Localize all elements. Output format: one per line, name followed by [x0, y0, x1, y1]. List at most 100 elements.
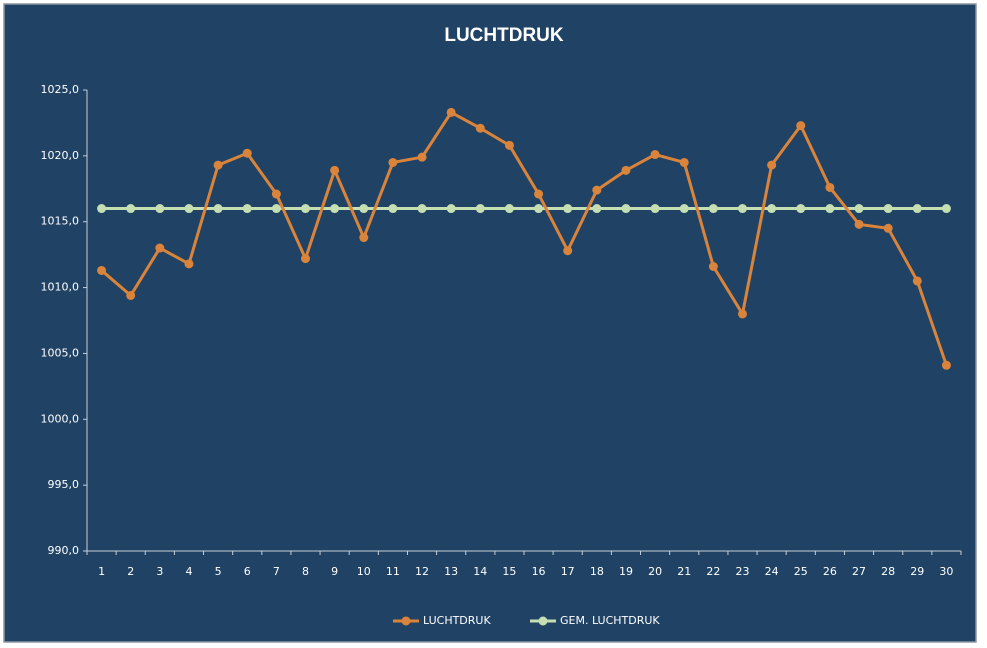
data-point	[97, 265, 107, 275]
data-point	[213, 160, 223, 170]
data-point	[679, 157, 689, 167]
y-tick-label: 995,0	[48, 478, 80, 491]
data-point	[563, 246, 573, 256]
data-point	[242, 204, 252, 214]
x-tick-label: 21	[677, 565, 691, 578]
chart-background	[3, 3, 977, 643]
x-tick-label: 15	[502, 565, 516, 578]
x-tick-label: 29	[910, 565, 924, 578]
x-tick-label: 19	[619, 565, 633, 578]
x-tick-label: 18	[590, 565, 604, 578]
data-point	[301, 254, 310, 264]
data-point	[388, 204, 398, 214]
data-point	[912, 276, 922, 286]
data-point	[534, 204, 544, 214]
data-point	[767, 204, 777, 214]
x-tick-label: 25	[794, 565, 808, 578]
data-point	[650, 150, 660, 160]
data-point	[446, 204, 456, 214]
data-point	[475, 204, 485, 214]
x-tick-label: 30	[939, 565, 953, 578]
x-tick-label: 14	[473, 565, 487, 578]
data-point	[825, 204, 835, 214]
y-tick-label: 1025,0	[41, 83, 80, 96]
data-point	[504, 140, 514, 150]
data-point	[679, 204, 689, 214]
x-tick-label: 5	[215, 565, 222, 578]
data-point	[941, 360, 951, 370]
x-tick-label: 7	[273, 565, 280, 578]
data-point	[359, 233, 369, 243]
chart-title: LUCHTDRUK	[444, 25, 564, 46]
data-point	[271, 189, 281, 199]
data-point	[271, 204, 281, 214]
data-point	[650, 204, 660, 214]
data-point	[126, 204, 136, 214]
x-tick-label: 27	[852, 565, 866, 578]
x-tick-label: 6	[244, 565, 251, 578]
data-point	[126, 290, 136, 300]
legend-marker	[538, 616, 548, 626]
data-point	[417, 152, 427, 162]
data-point	[825, 182, 835, 192]
y-tick-label: 1010,0	[41, 281, 80, 294]
x-tick-label: 9	[331, 565, 338, 578]
data-point	[155, 243, 165, 253]
data-point	[301, 204, 310, 214]
data-point	[738, 204, 747, 214]
y-tick-label: 1000,0	[41, 412, 80, 425]
data-point	[796, 121, 806, 131]
x-tick-label: 12	[415, 565, 429, 578]
data-point	[883, 223, 893, 233]
data-point	[563, 204, 573, 214]
legend-label: GEM. LUCHTDRUK	[560, 614, 660, 627]
data-point	[184, 259, 194, 269]
x-tick-label: 1	[98, 565, 105, 578]
data-point	[184, 204, 194, 214]
data-point	[767, 160, 777, 170]
data-point	[592, 204, 602, 214]
x-tick-label: 8	[302, 565, 309, 578]
x-tick-label: 23	[736, 565, 750, 578]
data-point	[97, 204, 107, 214]
x-tick-label: 13	[444, 565, 458, 578]
y-tick-label: 1005,0	[41, 346, 80, 359]
data-point	[475, 123, 485, 133]
data-point	[330, 165, 340, 175]
x-tick-label: 22	[706, 565, 720, 578]
data-point	[621, 165, 631, 175]
y-tick-label: 1020,0	[41, 149, 80, 162]
data-point	[738, 309, 747, 319]
x-tick-label: 17	[561, 565, 575, 578]
data-point	[155, 204, 165, 214]
data-point	[854, 219, 864, 229]
legend-marker	[401, 616, 411, 626]
series-line	[100, 110, 948, 366]
data-point	[796, 204, 806, 214]
data-point	[621, 204, 631, 214]
x-tick-label: 2	[127, 565, 134, 578]
data-point	[883, 204, 893, 214]
data-point	[417, 204, 427, 214]
y-tick-label: 1015,0	[41, 215, 80, 228]
data-point	[912, 204, 922, 214]
x-tick-label: 16	[532, 565, 546, 578]
x-tick-label: 20	[648, 565, 662, 578]
x-tick-label: 24	[765, 565, 779, 578]
data-point	[708, 261, 718, 271]
x-tick-label: 10	[357, 565, 371, 578]
data-point	[242, 148, 252, 158]
x-tick-label: 11	[386, 565, 400, 578]
data-point	[330, 204, 340, 214]
data-point	[592, 185, 602, 195]
x-tick-label: 3	[156, 565, 163, 578]
data-point	[446, 107, 456, 117]
data-point	[388, 157, 398, 167]
data-point	[504, 204, 514, 214]
x-tick-label: 4	[185, 565, 192, 578]
legend-label: LUCHTDRUK	[423, 614, 491, 627]
data-point	[854, 204, 864, 214]
x-tick-label: 28	[881, 565, 895, 578]
data-point	[359, 204, 369, 214]
